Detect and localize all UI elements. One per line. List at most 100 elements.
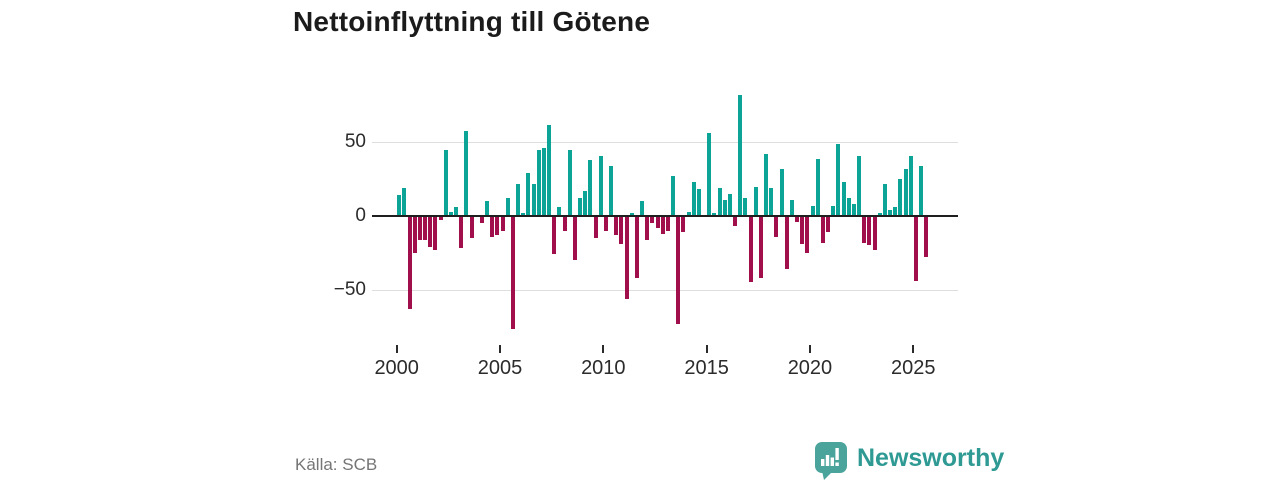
bar — [826, 216, 831, 233]
bar — [882, 183, 887, 216]
bar — [650, 216, 655, 224]
bar — [800, 216, 805, 244]
bar — [552, 216, 557, 255]
bar — [397, 195, 402, 216]
bar — [629, 213, 634, 216]
gridline — [372, 289, 958, 291]
bar — [536, 149, 541, 216]
bar — [851, 204, 856, 216]
bar — [479, 216, 484, 224]
bar — [846, 198, 851, 216]
bar — [469, 216, 474, 239]
x-tick-label: 2025 — [891, 357, 936, 379]
bar — [619, 216, 624, 244]
bar — [686, 211, 691, 216]
bar — [526, 173, 531, 216]
bar — [614, 216, 619, 236]
bar — [665, 216, 670, 231]
bar — [583, 190, 588, 216]
bar — [521, 213, 526, 216]
y-tick-label: −50 — [333, 278, 366, 300]
bar — [640, 201, 645, 216]
bar — [727, 193, 732, 216]
bar — [593, 216, 598, 239]
bar — [872, 216, 877, 250]
source-label: Källa: SCB — [295, 455, 378, 474]
bar — [774, 216, 779, 237]
bar — [464, 130, 469, 216]
bar — [402, 188, 407, 216]
bar — [893, 207, 898, 216]
bar — [645, 216, 650, 240]
x-tick — [602, 345, 605, 353]
x-tick-label: 2000 — [374, 357, 419, 379]
bar — [831, 205, 836, 216]
bar — [547, 124, 552, 216]
x-tick-label: 2010 — [581, 357, 626, 379]
x-tick — [912, 345, 915, 353]
bar — [598, 155, 603, 216]
newsworthy-wordmark: Newsworthy — [857, 444, 1005, 472]
bar — [841, 182, 846, 216]
bar — [495, 216, 500, 236]
bar — [557, 207, 562, 216]
bar — [428, 216, 433, 247]
bar — [541, 148, 546, 216]
bar — [924, 216, 929, 258]
x-tick — [499, 345, 501, 353]
bar — [691, 182, 696, 216]
bar — [634, 216, 639, 278]
bar — [438, 216, 443, 221]
zero-axis-line — [372, 215, 958, 217]
bar — [743, 198, 748, 216]
bar — [572, 216, 577, 261]
bar — [789, 199, 794, 216]
bar — [407, 216, 412, 309]
bar — [779, 168, 784, 216]
bar — [784, 216, 789, 270]
bar — [805, 216, 810, 253]
bar — [433, 216, 438, 250]
x-tick — [705, 345, 708, 353]
y-tick-label: 50 — [344, 131, 366, 153]
bar — [748, 216, 753, 283]
gridline — [372, 142, 958, 144]
bar — [505, 198, 510, 216]
bar — [567, 149, 572, 216]
bar — [671, 176, 676, 216]
bar — [836, 143, 841, 216]
bar — [660, 216, 665, 234]
bar — [485, 201, 490, 216]
bar — [877, 213, 882, 216]
bar — [562, 216, 567, 231]
bar — [722, 199, 727, 216]
bar — [448, 211, 453, 216]
bar — [417, 216, 422, 240]
bar — [769, 188, 774, 216]
x-tick-label: 2005 — [477, 357, 523, 379]
bar — [903, 168, 908, 216]
bar — [857, 155, 861, 216]
bar — [717, 188, 722, 216]
bar — [510, 216, 515, 330]
bar — [918, 165, 923, 216]
page-title: Nettoinflyttning till Götene — [293, 6, 651, 37]
bar — [454, 207, 459, 216]
bar — [908, 155, 913, 216]
x-tick-label: 2020 — [787, 357, 833, 379]
bar-chart-speech-bubble-icon — [815, 442, 847, 480]
bar — [531, 183, 536, 216]
bar — [588, 160, 593, 216]
bar — [578, 198, 583, 216]
bar — [490, 216, 495, 237]
bar — [758, 216, 763, 278]
bar — [443, 149, 448, 216]
bar — [764, 154, 769, 216]
bar — [624, 216, 629, 299]
bar — [862, 216, 867, 243]
bar — [795, 216, 800, 222]
y-tick-label: 0 — [355, 205, 366, 226]
x-tick-label: 2015 — [684, 357, 729, 379]
bar — [423, 216, 428, 240]
